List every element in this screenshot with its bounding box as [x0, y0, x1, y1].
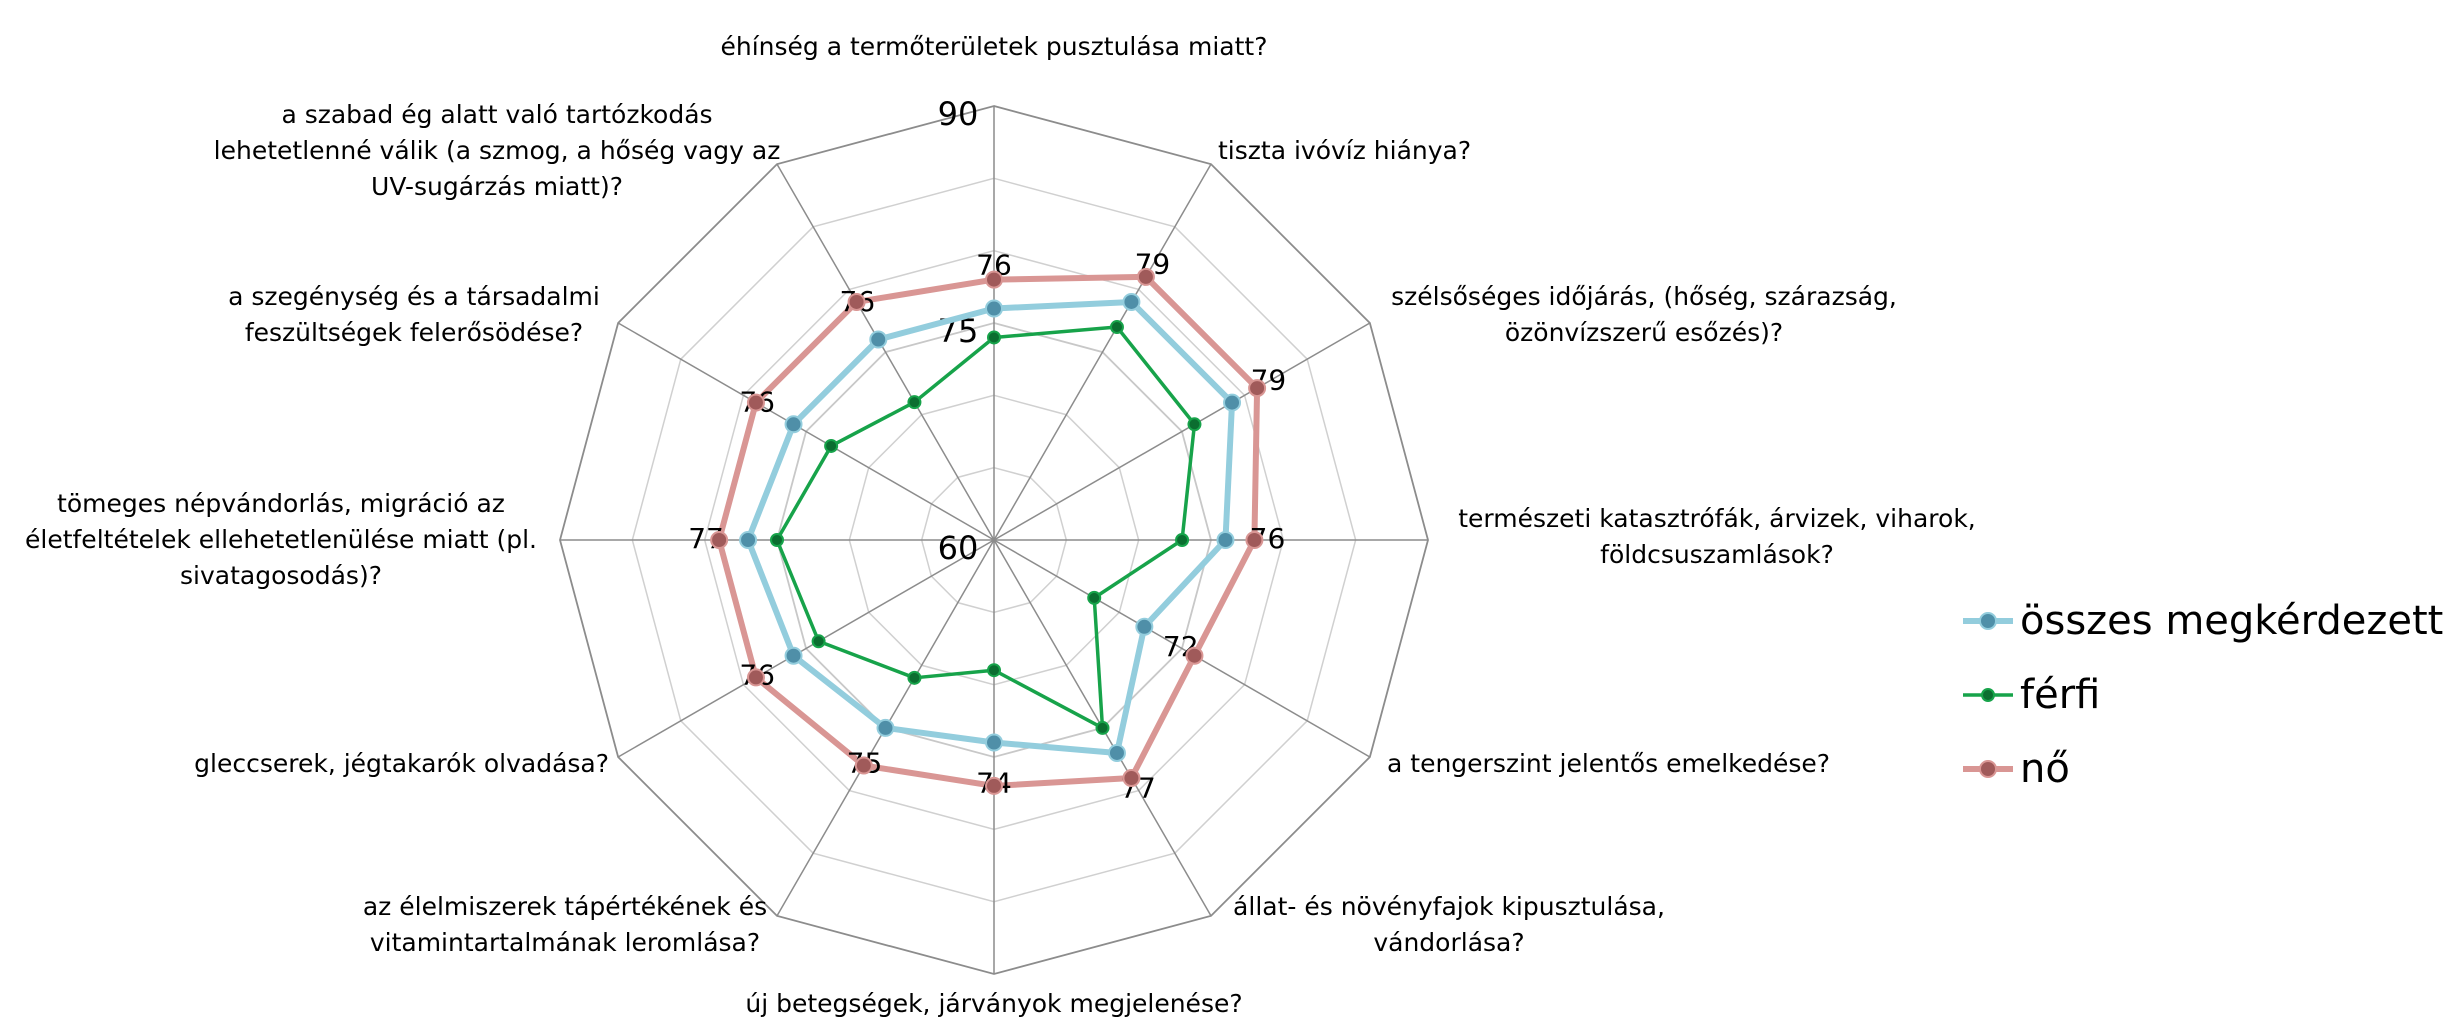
data-point	[1187, 417, 1202, 432]
data-point	[1135, 617, 1154, 636]
legend-marker	[1981, 688, 1995, 702]
spoke	[993, 322, 1371, 541]
category-label: a szabad ég alatt való tartózkodás lehet…	[213, 100, 781, 201]
category-label: tiszta ivóvíz hiánya?	[1218, 136, 1472, 165]
data-point	[1175, 533, 1190, 547]
data-point	[1109, 320, 1124, 335]
category-label: az élelmiszerek tápértékének és vitamint…	[362, 892, 768, 957]
series-line	[745, 298, 1236, 756]
data-point	[987, 330, 1001, 345]
spoke	[993, 539, 1371, 758]
series-line	[775, 325, 1197, 730]
data-point	[1122, 292, 1141, 311]
legend-label: összes megkérdezett	[2020, 598, 2443, 644]
data-point	[770, 533, 784, 547]
category-label: a tengerszint jelentős emelkedése?	[1387, 749, 1831, 778]
data-point	[1095, 720, 1110, 735]
data-point	[876, 718, 895, 737]
data-point	[746, 668, 765, 687]
data-point	[985, 776, 1003, 795]
data-point	[1248, 379, 1267, 398]
data-point	[985, 733, 1003, 752]
data-point	[1216, 531, 1235, 549]
category-label: állat- és növényfajok kipusztulása, vánd…	[1233, 892, 1665, 957]
data-point	[784, 646, 803, 665]
data-point	[1223, 393, 1242, 412]
spoke	[617, 539, 995, 758]
legend-label: férfi	[2020, 672, 2100, 718]
data-point	[710, 531, 729, 549]
legend-label: nő	[2020, 746, 2070, 792]
data-point	[746, 393, 765, 412]
spoke	[776, 163, 995, 541]
series-line	[716, 273, 1261, 789]
data-point	[987, 663, 1001, 678]
category-label: gleccserek, jégtakarók olvadása?	[194, 749, 609, 778]
category-label: tömeges népvándorlás, migráció az életfe…	[25, 489, 537, 590]
data-point	[1136, 267, 1155, 286]
spoke	[993, 163, 1212, 541]
data-point	[869, 330, 888, 349]
category-label: szélsőséges időjárás, (hőség, szárazság,…	[1391, 282, 1897, 347]
data-point	[811, 634, 826, 649]
data-point	[1107, 743, 1126, 762]
legend-marker	[1979, 612, 1997, 630]
tick-label: 90	[938, 95, 979, 133]
data-point	[1185, 646, 1204, 665]
category-label: éhínség a termőterületek pusztulása miat…	[720, 32, 1268, 61]
data-point	[847, 292, 866, 311]
data-point	[739, 531, 758, 549]
data-point	[985, 270, 1003, 289]
data-point	[907, 395, 922, 410]
data-point	[854, 756, 873, 775]
data-point	[985, 299, 1003, 318]
category-label: a szegénység és a társadalmi feszültsége…	[228, 282, 600, 347]
data-point	[907, 670, 922, 685]
data-point	[1122, 769, 1141, 788]
legend-marker	[1979, 760, 1997, 778]
data-point	[1245, 531, 1264, 549]
data-point	[1087, 590, 1102, 605]
data-point	[784, 415, 803, 434]
data-point	[824, 438, 839, 453]
spoke	[617, 322, 995, 541]
category-label: új betegségek, járványok megjelenése?	[745, 989, 1243, 1018]
category-label: természeti katasztrófák, árvizek, viharo…	[1458, 504, 1976, 569]
tick-label: 60	[938, 529, 979, 567]
